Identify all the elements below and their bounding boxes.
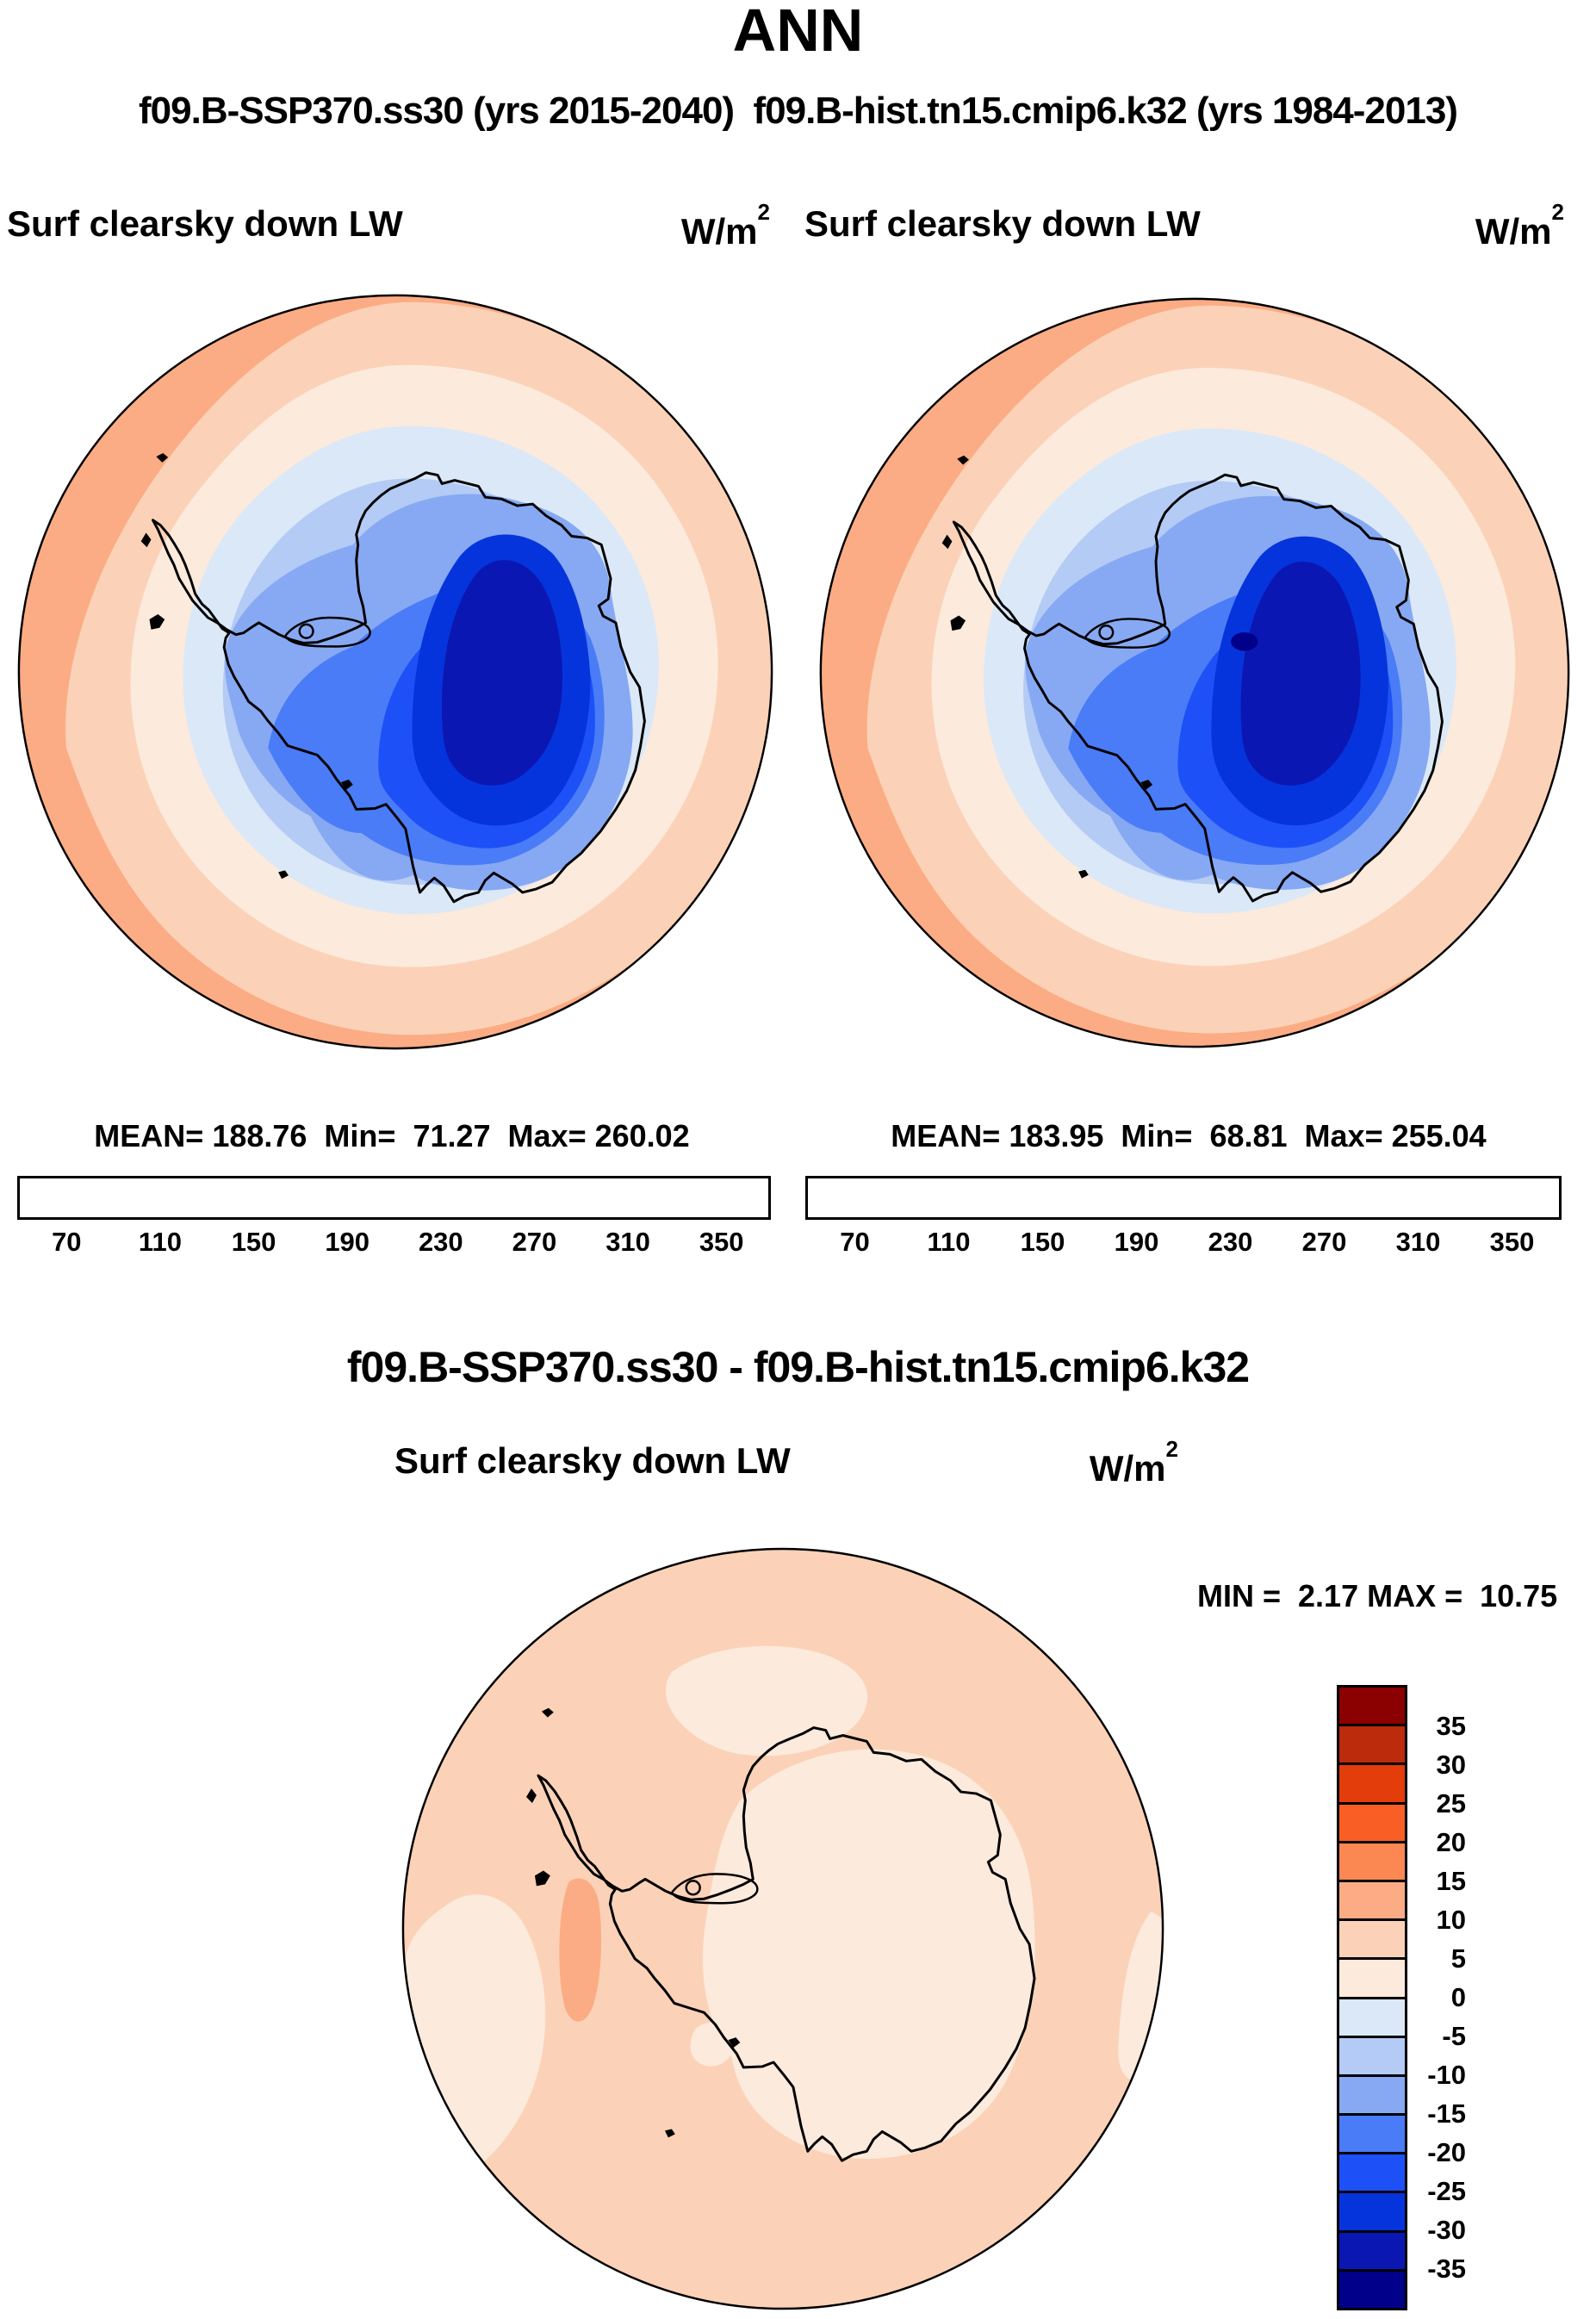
colorbar-tick-label: 350 xyxy=(699,1227,744,1257)
page-title: ANN xyxy=(732,0,864,64)
colorbar-tick-label: -15 xyxy=(1427,2098,1466,2129)
colorbar-tick-label: 5 xyxy=(1450,1943,1466,1974)
colorbar-cell xyxy=(1339,1840,1405,1880)
colorbar-tick-label: 70 xyxy=(52,1227,82,1257)
colorbar-panel2 xyxy=(805,1176,1562,1220)
colorbar-cell xyxy=(1339,2073,1405,2114)
colorbar-tick-label: 310 xyxy=(1395,1227,1441,1257)
peninsula-positive-patch xyxy=(559,1878,602,2022)
map-panel2 xyxy=(819,297,1570,1048)
colorbar-panel1 xyxy=(17,1176,771,1220)
colorbar-tick-label: -35 xyxy=(1427,2254,1466,2284)
colorbar-tick-label: -30 xyxy=(1427,2215,1466,2245)
colorbar-cell xyxy=(1339,1957,1405,1997)
colorbar-cell xyxy=(1339,1724,1405,1763)
colorbar-cell xyxy=(1339,1688,1405,1725)
colorbar-tick-label: 35 xyxy=(1436,1711,1466,1741)
map-boundary-circle xyxy=(819,297,1570,1048)
colorbar-tick-label: 230 xyxy=(1208,1227,1253,1257)
colorbar-tick-label: 70 xyxy=(840,1227,870,1257)
panel2-stats: MEAN= 183.95 Min= 68.81 Max= 255.04 xyxy=(891,1118,1487,1153)
colorbar-tick-label: 150 xyxy=(231,1227,276,1257)
colorbar-tick-label: -10 xyxy=(1427,2060,1466,2090)
difference-title: f09.B-SSP370.ss30 - f09.B-hist.tn15.cmip… xyxy=(346,1343,1250,1391)
colorbar-cell xyxy=(1339,1801,1405,1841)
panel1-stats: MEAN= 188.76 Min= 71.27 Max= 260.02 xyxy=(94,1118,690,1153)
panel1-field-label: Surf clearsky down LW xyxy=(7,203,403,244)
panel1-units-label: W/m2 xyxy=(680,199,770,252)
colorbar-tick-label: -20 xyxy=(1427,2137,1466,2167)
difference-field-label: Surf clearsky down LW xyxy=(394,1440,791,1481)
difference-minmax: MIN = 2.17 MAX = 10.75 xyxy=(1197,1578,1558,1613)
colorbar-tick-label: 20 xyxy=(1436,1827,1466,1857)
colorbar-tick-label: 10 xyxy=(1436,1905,1466,1935)
map-difference xyxy=(401,1547,1164,2310)
map-panel1 xyxy=(17,294,773,1050)
panel2-units-label: W/m2 xyxy=(1475,199,1564,252)
colorbar-tick-label: 270 xyxy=(1301,1227,1347,1257)
colorbar-tick-label: -25 xyxy=(1427,2176,1466,2206)
colorbar-cell xyxy=(1339,2152,1405,2192)
colorbar-cell xyxy=(1339,2113,1405,2153)
colorbar-cell xyxy=(1339,1996,1405,2036)
colorbar-tick-label: 230 xyxy=(418,1227,463,1257)
colorbar-tick-label: 110 xyxy=(138,1227,182,1257)
colorbar-tick-label: 270 xyxy=(512,1227,557,1257)
map-boundary-circle xyxy=(17,294,773,1050)
colorbar-cell xyxy=(1339,2035,1405,2074)
colorbar-tick-label: 30 xyxy=(1436,1750,1466,1780)
colorbar-cell xyxy=(1339,1918,1405,1958)
colorbar-tick-label: 25 xyxy=(1436,1788,1466,1819)
colorbar-cell xyxy=(1339,2268,1405,2308)
difference-units-label: W/m2 xyxy=(1089,1436,1178,1489)
colorbar-panel2-ticks: 70 110 150 190 230 270 310 350 xyxy=(808,1227,1559,1263)
colorbar-tick-label: -5 xyxy=(1442,2021,1466,2051)
colorbar-tick-label: 190 xyxy=(325,1227,370,1257)
colorbar-tick-label: 150 xyxy=(1020,1227,1065,1257)
colorbar-cell xyxy=(1339,2229,1405,2269)
colorbar-cell xyxy=(1339,1879,1405,1919)
colorbar-panel1-ticks: 70 110 150 190 230 270 310 350 xyxy=(20,1227,768,1263)
plateau-minimum-spot xyxy=(1231,632,1258,651)
colorbar-tick-label: 350 xyxy=(1489,1227,1535,1257)
colorbar-tick-label: 110 xyxy=(927,1227,971,1257)
page-subtitle: f09.B-SSP370.ss30 (yrs 2015-2040) f09.B-… xyxy=(139,90,1458,132)
colorbar-tick-label: 15 xyxy=(1436,1866,1466,1896)
colorbar-tick-label: 190 xyxy=(1114,1227,1159,1257)
colorbar-tick-label: 310 xyxy=(605,1227,650,1257)
colorbar-cell xyxy=(1339,2191,1405,2230)
colorbar-difference xyxy=(1337,1685,1407,2310)
colorbar-cell xyxy=(1339,1763,1405,1802)
colorbar-difference-ticks: 35 30 25 20 15 10 5 0 -5 -10 -15 -20 -25 -30 -35 xyxy=(1414,1685,1466,2310)
map-boundary-circle xyxy=(401,1547,1164,2310)
panel2-field-label: Surf clearsky down LW xyxy=(804,203,1201,244)
colorbar-tick-label: 0 xyxy=(1450,1982,1466,2012)
